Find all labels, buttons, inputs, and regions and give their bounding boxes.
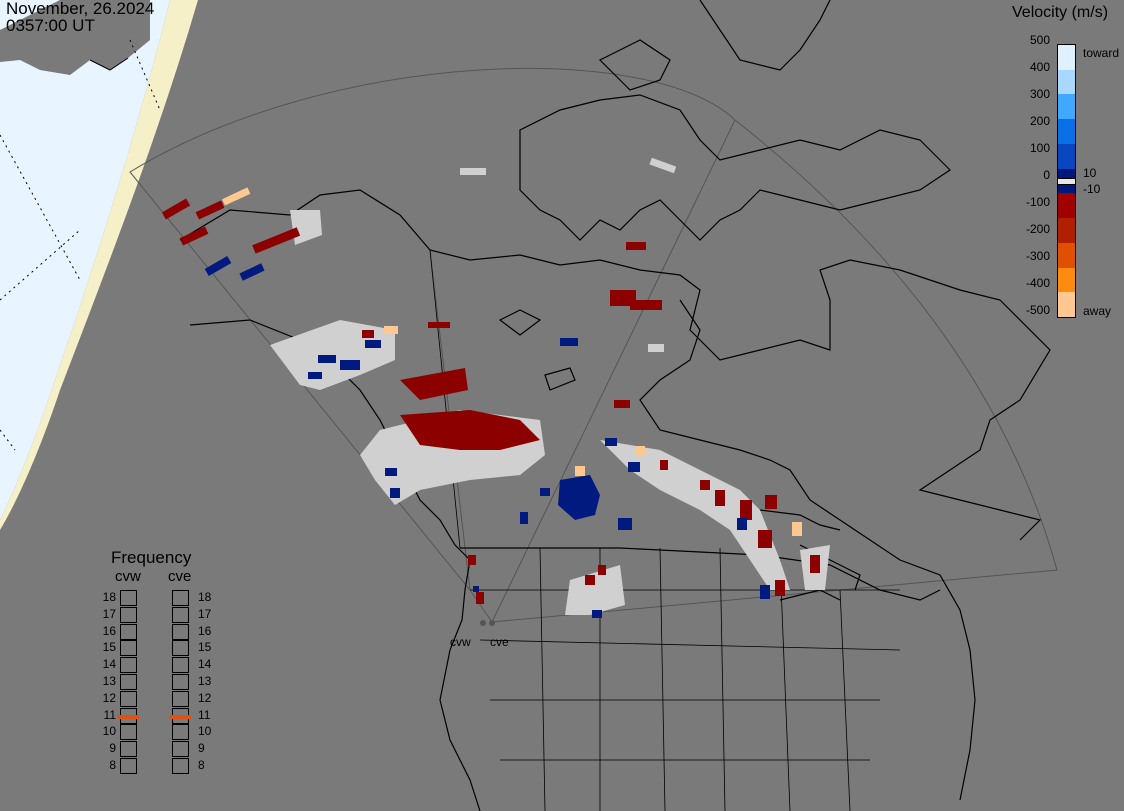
frequency-tick-left: 14	[102, 657, 116, 672]
terminator-band	[0, 0, 198, 530]
frequency-tick-left: 18	[102, 590, 116, 604]
frequency-cell	[120, 640, 137, 657]
velocity-tick: -100	[1025, 195, 1050, 209]
colorbar-segment	[1058, 94, 1075, 120]
frequency-tick-left: 15	[102, 640, 116, 655]
alaska-fragment	[0, 0, 150, 75]
frequency-tick-left: 13	[102, 674, 116, 688]
velocity-tick-inner-neg10: -10	[1083, 182, 1101, 196]
frequency-tick-right: 16	[198, 623, 212, 638]
colorbar-segment	[1058, 267, 1075, 293]
velocity-tick: 200	[1029, 114, 1050, 128]
velocity-colorbar	[1057, 44, 1076, 318]
frequency-cell	[172, 640, 189, 657]
radar-label-cve: cve	[490, 635, 509, 649]
frequency-cell	[172, 724, 189, 741]
colorbar-segment	[1058, 292, 1075, 318]
state-borders	[429, 249, 901, 811]
velocity-tick: -300	[1025, 249, 1050, 263]
frequency-cell	[172, 623, 189, 640]
colorbar-segment	[1058, 242, 1075, 268]
radar-site-marker	[480, 620, 495, 626]
frequency-cell	[120, 724, 137, 741]
colorbar-segment	[1058, 119, 1075, 145]
frequency-cell	[172, 590, 189, 606]
frequency-cell	[120, 758, 137, 774]
frequency-marker	[169, 714, 191, 719]
colorbar-segment	[1058, 193, 1075, 219]
frequency-tick-right: 18	[198, 590, 212, 604]
fov-outline	[129, 67, 1058, 623]
colorbar-zero-band	[1058, 178, 1075, 185]
frequency-cell	[172, 657, 189, 674]
velocity-tick: 400	[1029, 60, 1050, 74]
frequency-cell	[120, 657, 137, 674]
velocity-away-label: away	[1083, 304, 1112, 318]
velocity-tick: -400	[1025, 276, 1050, 290]
frequency-cell	[172, 741, 189, 758]
colorbar-segment	[1058, 45, 1075, 70]
high-away-scatter	[222, 187, 802, 536]
velocity-scale-title: Velocity (m/s)	[1012, 4, 1109, 21]
frequency-tick-right: 14	[198, 657, 212, 672]
frequency-tick-left: 11	[103, 707, 116, 722]
frequency-cell	[120, 590, 137, 606]
night-region	[0, 0, 170, 520]
frequency-tick-right: 8	[198, 758, 205, 772]
colorbar-segment	[1058, 143, 1075, 169]
frequency-tick-right: 11	[198, 707, 211, 722]
frequency-column-cve: cve	[168, 568, 192, 585]
frequency-cell	[172, 758, 189, 774]
frequency-tick-right: 15	[198, 640, 212, 655]
frequency-column-cvw: cvw	[115, 568, 141, 585]
colorbar-segment	[1058, 69, 1075, 95]
frequency-cell	[120, 741, 137, 758]
frequency-tick-left: 12	[102, 690, 116, 705]
coastlines	[179, 0, 1051, 811]
frequency-tick-right: 9	[198, 741, 205, 756]
frequency-marker	[117, 714, 139, 719]
frequency-tick-left: 16	[102, 623, 116, 638]
colorbar-segment	[1058, 218, 1075, 244]
frequency-tick-right: 10	[198, 724, 212, 739]
velocity-tick: -200	[1025, 222, 1050, 236]
frequency-tick-right: 12	[198, 690, 212, 705]
frequency-cell	[120, 690, 137, 707]
frequency-tick-left: 10	[102, 724, 116, 739]
frequency-tick-left: 9	[109, 741, 116, 756]
away-scatter	[161, 198, 820, 604]
radar-label-cvw: cvw	[450, 635, 471, 649]
frequency-tick-left: 8	[109, 758, 116, 772]
frequency-cell	[120, 674, 137, 690]
time-label: 0357:00 UT	[6, 16, 95, 35]
velocity-tick: -500	[1025, 303, 1050, 317]
ground-scatter	[270, 157, 830, 615]
frequency-title: Frequency	[111, 548, 192, 567]
velocity-tick: 300	[1029, 87, 1050, 101]
frequency-tick-right: 17	[198, 606, 212, 621]
frequency-cell	[120, 606, 137, 623]
velocity-tick: 500	[1029, 33, 1050, 47]
velocity-tick: 0	[1043, 168, 1050, 182]
frequency-tick-left: 17	[102, 606, 116, 621]
frequency-cell	[172, 690, 189, 707]
velocity-tick-inner-10: 10	[1083, 166, 1097, 180]
velocity-tick: 100	[1029, 141, 1050, 155]
frequency-cell	[172, 606, 189, 623]
velocity-toward-label: toward	[1083, 46, 1120, 60]
date-label: November, 26.2024	[6, 0, 155, 18]
frequency-cell	[120, 623, 137, 640]
toward-scatter	[204, 256, 770, 618]
frequency-cell	[172, 674, 189, 690]
frequency-tick-right: 13	[198, 674, 212, 688]
